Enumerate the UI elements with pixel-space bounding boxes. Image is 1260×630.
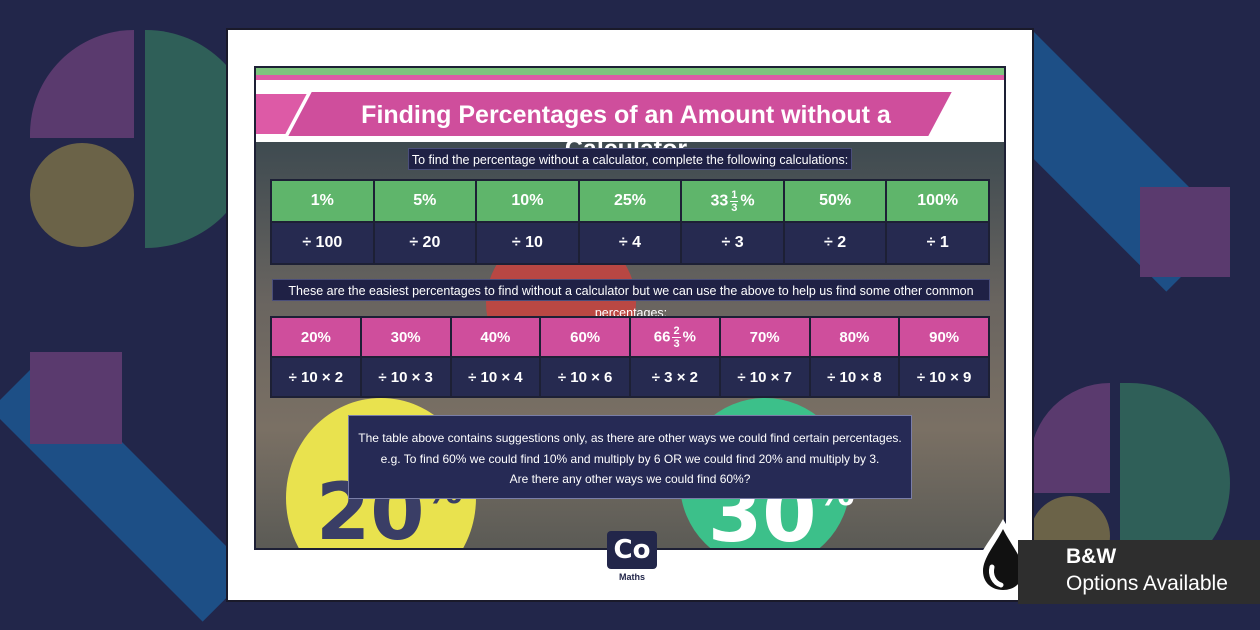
bw-options-badge: B&W Options Available xyxy=(1018,540,1260,604)
operation-cell: ÷ 10 × 7 xyxy=(718,356,811,398)
percent-cell: 40% xyxy=(449,316,542,358)
logo: Co xyxy=(607,531,657,569)
operation-cell: ÷ 20 xyxy=(372,221,478,265)
table-row: ÷ 100 ÷ 20 ÷ 10 ÷ 4 ÷ 3 ÷ 2 ÷ 1 xyxy=(270,221,990,265)
ink-drop-icon xyxy=(976,519,1030,597)
percent-cell: 20% xyxy=(270,316,362,358)
note-line: Are there any other ways we could find 6… xyxy=(509,472,751,486)
operation-cell: ÷ 10 xyxy=(475,221,580,265)
top-stripe-green xyxy=(256,68,1004,75)
decorative-square xyxy=(30,352,122,444)
operation-cell: ÷ 10 × 3 xyxy=(359,356,452,398)
caption-top: To find the percentage without a calcula… xyxy=(408,148,852,170)
caption-middle: These are the easiest percentages to fin… xyxy=(272,279,990,320)
percent-cell: 90% xyxy=(898,316,990,358)
decorative-quarter-circle xyxy=(1030,383,1110,493)
percent-cell: 1% xyxy=(270,179,375,223)
basic-percentages-table: 1% 5% 10% 25% 33 1 3% 50% 100% ÷ 100 ÷ 20 … xyxy=(270,179,990,265)
operation-cell: ÷ 10 × 4 xyxy=(449,356,542,398)
operation-cell: ÷ 3 × 2 xyxy=(629,356,721,398)
decorative-square xyxy=(1140,187,1230,277)
percent-cell: 10% xyxy=(475,179,580,223)
logo-label: Maths xyxy=(618,572,645,582)
note-box: The table above contains suggestions onl… xyxy=(348,415,912,499)
resource-preview-card: 20% 30% Finding Percentages of an Amount… xyxy=(226,28,1034,602)
percent-cell: 66 2 3% xyxy=(629,316,721,358)
operation-cell: ÷ 10 × 2 xyxy=(270,356,362,398)
operation-cell: ÷ 10 × 8 xyxy=(808,356,901,398)
operation-cell: ÷ 10 × 9 xyxy=(898,356,990,398)
operation-cell: ÷ 10 × 6 xyxy=(539,356,631,398)
operation-cell: ÷ 1 xyxy=(885,221,990,265)
table-row: 1% 5% 10% 25% 33 1 3% 50% 100% xyxy=(270,179,990,223)
table-row: 20% 30% 40% 60% 66 2 3% 70% 80% 90% xyxy=(270,316,990,358)
percent-cell: 50% xyxy=(782,179,888,223)
percent-cell: 5% xyxy=(372,179,478,223)
top-stripe-pink xyxy=(256,75,1004,80)
operation-cell: ÷ 100 xyxy=(270,221,375,265)
decorative-circle xyxy=(30,143,134,247)
percent-cell: 70% xyxy=(718,316,811,358)
percent-cell: 60% xyxy=(539,316,631,358)
common-percentages-table: 20% 30% 40% 60% 66 2 3% 70% 80% 90% ÷ 10 ×… xyxy=(270,316,990,398)
percent-cell: 80% xyxy=(808,316,901,358)
note-line: e.g. To find 60% we could find 10% and m… xyxy=(380,451,880,466)
badge-subtitle: Options Available xyxy=(1066,572,1228,595)
percent-cell: 25% xyxy=(577,179,683,223)
poster: 20% 30% Finding Percentages of an Amount… xyxy=(254,66,1006,550)
percent-cell: 33 1 3% xyxy=(680,179,785,223)
table-row: ÷ 10 × 2 ÷ 10 × 3 ÷ 10 × 4 ÷ 10 × 6 ÷ 3 … xyxy=(270,356,990,398)
percent-cell: 30% xyxy=(359,316,452,358)
operation-cell: ÷ 3 xyxy=(680,221,785,265)
badge-title: B&W xyxy=(1066,545,1117,568)
operation-cell: ÷ 2 xyxy=(782,221,888,265)
operation-cell: ÷ 4 xyxy=(577,221,683,265)
decorative-quarter-circle xyxy=(30,30,134,138)
percent-cell: 100% xyxy=(885,179,990,223)
page-title: Finding Percentages of an Amount without… xyxy=(361,101,891,163)
note-line: The table above contains suggestions onl… xyxy=(358,431,902,445)
